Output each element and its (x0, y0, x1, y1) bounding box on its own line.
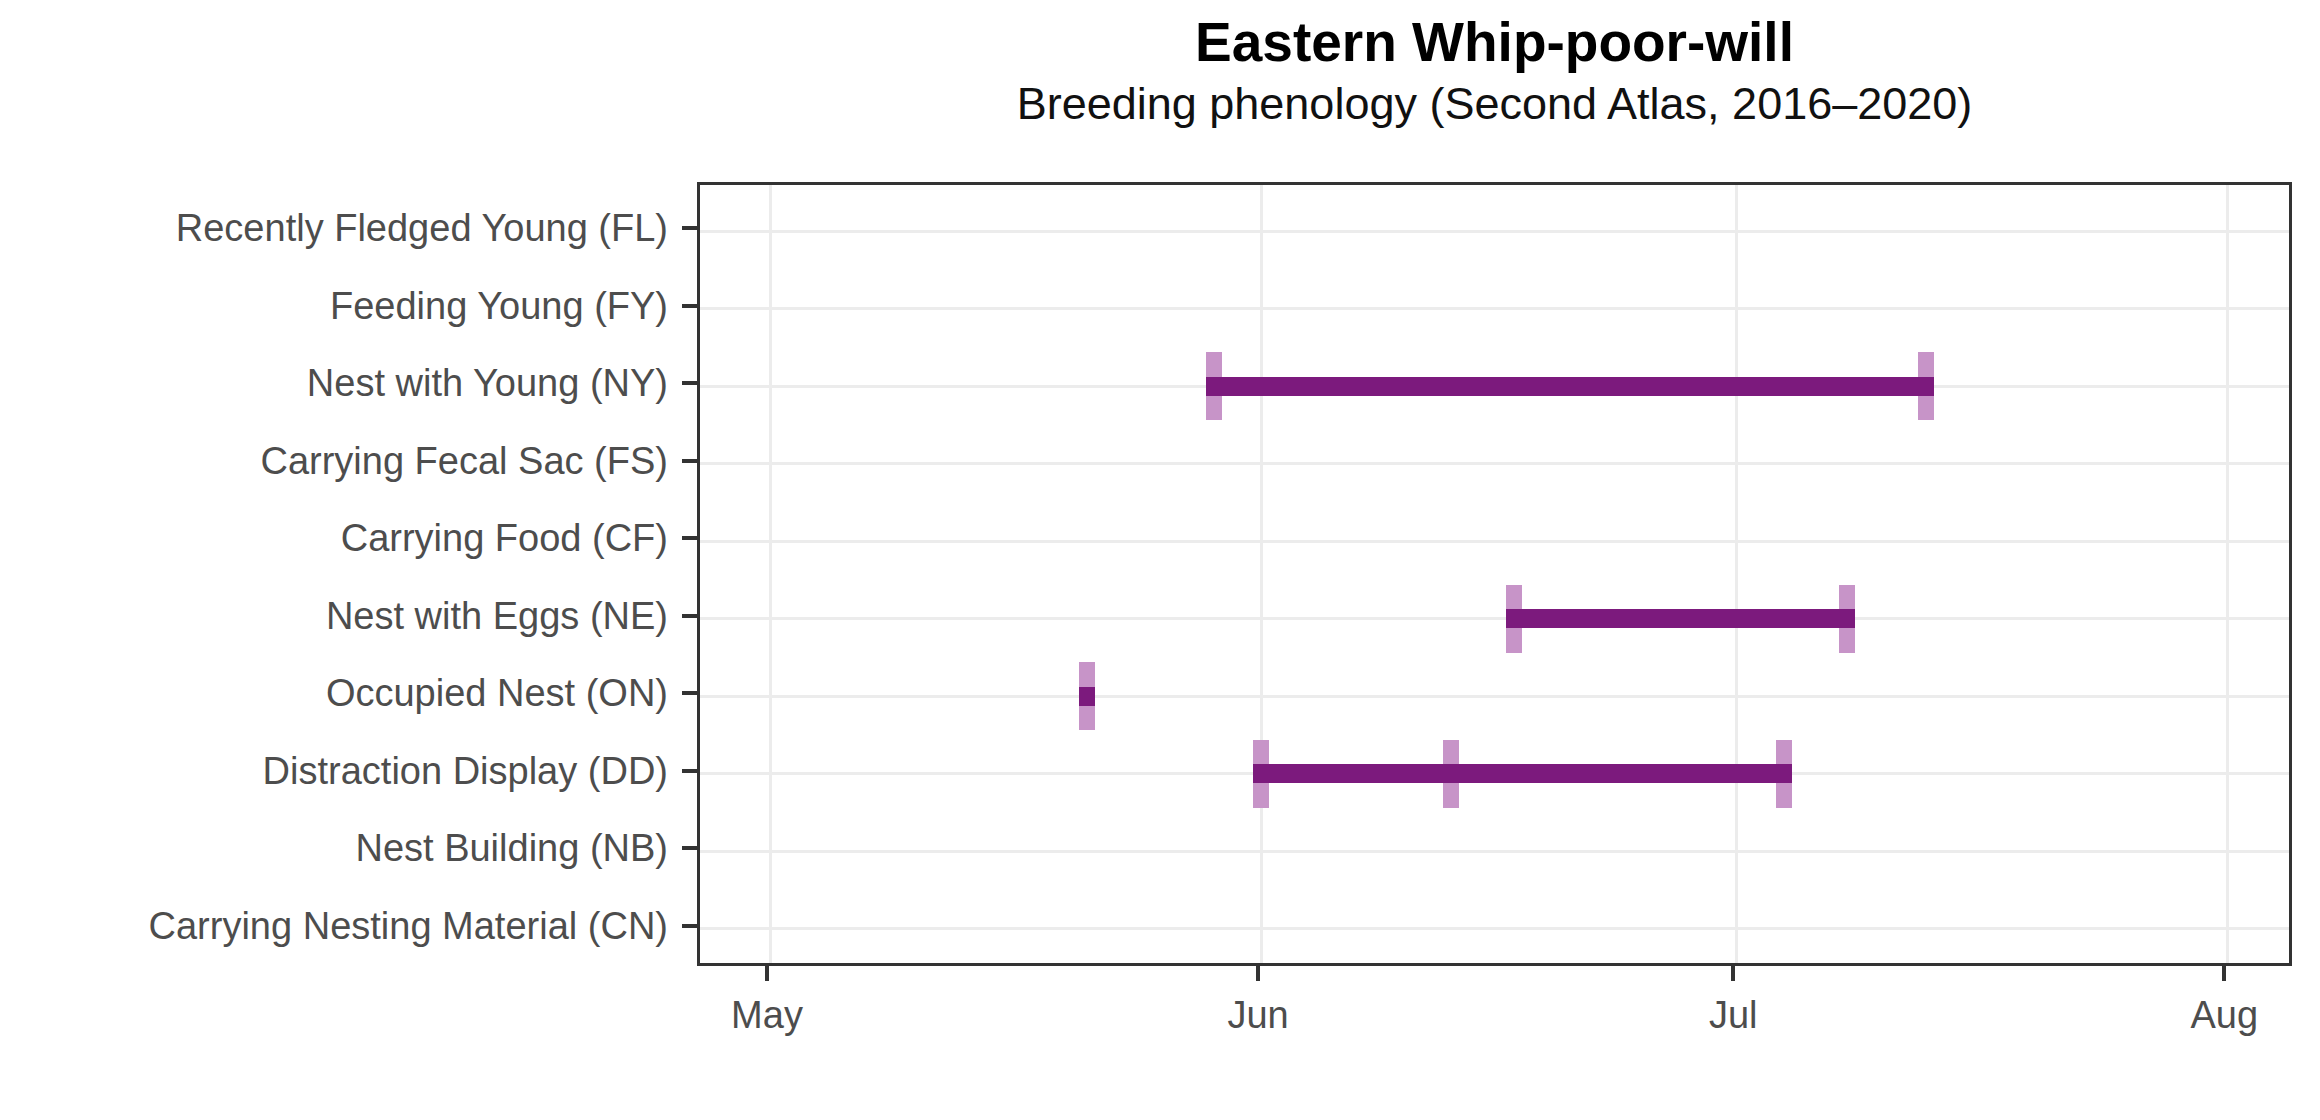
x-axis-tick-mark (1731, 966, 1735, 981)
major-gridline-horizontal (700, 540, 2289, 543)
x-axis-tick-mark (2222, 966, 2226, 981)
y-axis-label: Carrying Food (CF) (341, 519, 668, 557)
y-axis-label: Nest with Young (NY) (307, 364, 668, 402)
y-axis-tick-mark (682, 846, 697, 850)
major-gridline-horizontal (700, 230, 2289, 233)
y-axis-tick-mark (682, 381, 697, 385)
major-gridline-horizontal (700, 617, 2289, 620)
major-gridline-vertical (1735, 185, 1738, 963)
y-axis-label: Nest Building (NB) (355, 829, 668, 867)
y-axis-tick-mark (682, 924, 697, 928)
y-axis-tick-mark (682, 226, 697, 230)
plot-panel (697, 182, 2292, 966)
x-axis-label: Jul (1709, 994, 1758, 1037)
x-axis-tick-mark (1256, 966, 1260, 981)
y-axis-tick-mark (682, 691, 697, 695)
date-range-bar (1206, 377, 1935, 396)
date-range-bar (1079, 687, 1095, 706)
x-axis-label: Aug (2190, 994, 2258, 1037)
y-axis-label: Carrying Fecal Sac (FS) (260, 442, 668, 480)
major-gridline-horizontal (700, 927, 2289, 930)
major-gridline-horizontal (700, 307, 2289, 310)
chart-title: Eastern Whip-poor-will (697, 10, 2292, 74)
date-range-bar (1253, 764, 1792, 783)
y-axis-tick-mark (682, 769, 697, 773)
y-axis-label: Nest with Eggs (NE) (326, 597, 668, 635)
major-gridline-horizontal (700, 462, 2289, 465)
date-range-bar (1506, 609, 1855, 628)
major-gridline-horizontal (700, 695, 2289, 698)
y-axis-tick-mark (682, 459, 697, 463)
y-axis-tick-mark (682, 304, 697, 308)
x-axis-label: Jun (1227, 994, 1288, 1037)
phenology-chart: Eastern Whip-poor-will Breeding phenolog… (0, 0, 2320, 1120)
y-axis-label: Occupied Nest (ON) (326, 674, 668, 712)
y-axis-label: Feeding Young (FY) (330, 287, 668, 325)
y-axis-label: Carrying Nesting Material (CN) (149, 907, 668, 945)
chart-subtitle: Breeding phenology (Second Atlas, 2016–2… (697, 78, 2292, 130)
major-gridline-vertical (769, 185, 772, 963)
major-gridline-horizontal (700, 850, 2289, 853)
major-gridline-vertical (2226, 185, 2229, 963)
y-axis-label: Recently Fledged Young (FL) (176, 209, 668, 247)
major-gridline-vertical (1260, 185, 1263, 963)
x-axis-label: May (731, 994, 803, 1037)
x-axis-tick-mark (765, 966, 769, 981)
y-axis-tick-mark (682, 614, 697, 618)
y-axis-label: Distraction Display (DD) (263, 752, 668, 790)
y-axis-tick-mark (682, 536, 697, 540)
